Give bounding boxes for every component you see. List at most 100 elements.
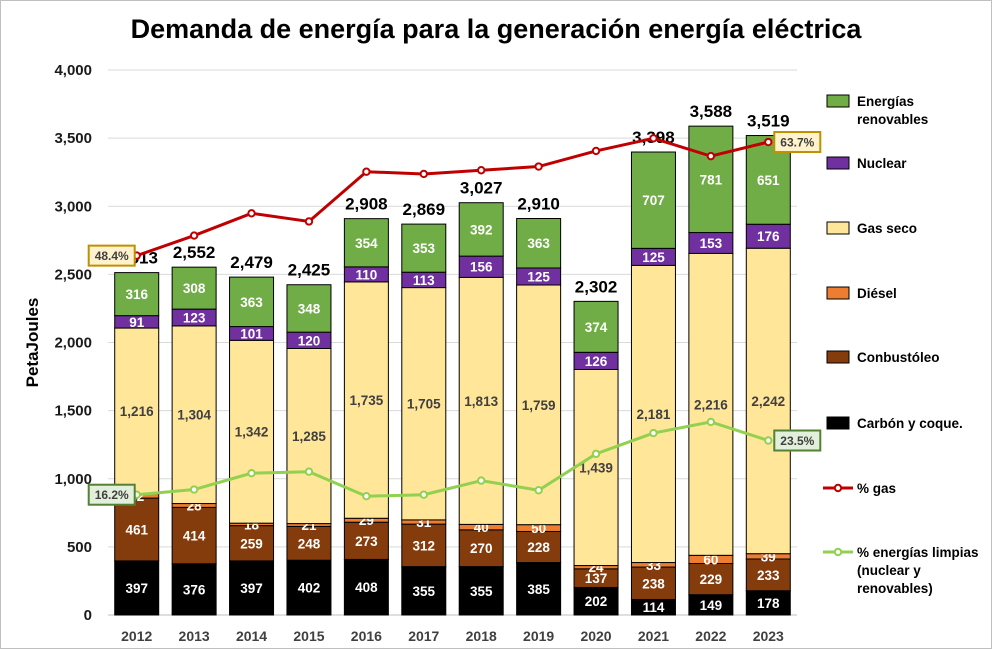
legend-label: Energías bbox=[857, 94, 914, 109]
line-point bbox=[419, 490, 428, 499]
line-point bbox=[591, 449, 601, 459]
line-point bbox=[304, 217, 314, 226]
bar-data-label: 374 bbox=[585, 320, 608, 335]
y-tick-label: 1,000 bbox=[54, 471, 92, 488]
series-line bbox=[136, 136, 769, 258]
bar-data-label: 202 bbox=[585, 594, 608, 609]
y-tick-label: 500 bbox=[67, 539, 92, 556]
bar-data-label: 270 bbox=[470, 541, 493, 556]
chart-title: Demanda de energía para la generación en… bbox=[130, 14, 862, 44]
bar-data-label: 248 bbox=[298, 536, 321, 551]
bar-data-label: 461 bbox=[125, 523, 148, 538]
legend-label: Nuclear bbox=[857, 156, 907, 171]
bar-segment bbox=[573, 300, 619, 353]
bar-segment bbox=[114, 272, 160, 317]
callout-box bbox=[87, 244, 136, 267]
y-tick-label: 4,000 bbox=[54, 62, 92, 79]
legend-label: Carbón y coque. bbox=[857, 416, 963, 431]
bar-data-label: 1,813 bbox=[464, 394, 498, 409]
y-tick-label: 3,500 bbox=[54, 130, 92, 147]
bar-data-label: 114 bbox=[643, 600, 665, 615]
bar-data-label: 2,242 bbox=[751, 394, 785, 409]
bar-data-label: 125 bbox=[642, 250, 665, 265]
bar-data-label: 392 bbox=[470, 222, 493, 237]
bar-data-label: 101 bbox=[240, 326, 263, 341]
line-point bbox=[649, 134, 658, 143]
bar-segment bbox=[229, 339, 275, 524]
line-point bbox=[362, 167, 371, 176]
bar-segment bbox=[630, 566, 676, 600]
bar-segment bbox=[688, 252, 734, 556]
bar-segment bbox=[458, 202, 504, 257]
bar-data-label: 376 bbox=[183, 582, 206, 597]
line-point bbox=[362, 491, 371, 501]
bar-data-label: 233 bbox=[757, 568, 780, 583]
bar-data-label: 1,759 bbox=[522, 398, 556, 413]
bar-total-label: 2,479 bbox=[230, 253, 273, 272]
bar-segment bbox=[458, 566, 504, 616]
bar-segment bbox=[343, 218, 389, 268]
bar-data-label: 125 bbox=[527, 269, 550, 284]
callout-box bbox=[773, 131, 822, 154]
bar-data-label: 408 bbox=[355, 580, 378, 595]
legend-marker bbox=[833, 547, 843, 557]
legend-swatch bbox=[826, 94, 850, 108]
bar-segment bbox=[401, 223, 447, 273]
line-point bbox=[706, 417, 716, 427]
bar-segment bbox=[573, 586, 619, 616]
callout-label: 16.2% bbox=[95, 488, 129, 502]
bar-segment bbox=[171, 266, 217, 310]
bar-segment bbox=[688, 562, 734, 596]
legend-label: % gas bbox=[857, 481, 896, 496]
legend-label: Diésel bbox=[857, 286, 897, 301]
bar-segment bbox=[458, 529, 504, 568]
bar-segment bbox=[286, 347, 332, 525]
line-point bbox=[247, 468, 256, 478]
bar-data-label: 228 bbox=[527, 540, 550, 555]
bar-segment bbox=[171, 325, 217, 505]
bar-total-label: 3,027 bbox=[460, 179, 503, 198]
x-tick-label: 2014 bbox=[236, 628, 267, 644]
bar-segment bbox=[745, 247, 791, 555]
legend-label: renovables bbox=[857, 112, 928, 127]
bar-data-label: 1,735 bbox=[349, 393, 383, 408]
line-point bbox=[419, 169, 428, 179]
bar-data-label: 1,439 bbox=[579, 461, 613, 476]
legend-swatch bbox=[826, 286, 850, 300]
bar-segment bbox=[688, 125, 734, 234]
x-tick-label: 2013 bbox=[179, 628, 210, 644]
bar-data-label: 176 bbox=[757, 229, 780, 244]
x-tick-label: 2023 bbox=[753, 628, 784, 644]
bar-total-label: 2,908 bbox=[345, 195, 388, 214]
bar-segment bbox=[114, 560, 160, 616]
bar-data-label: 308 bbox=[183, 281, 206, 296]
line-point bbox=[477, 476, 486, 485]
line-point bbox=[534, 162, 543, 171]
line-point bbox=[591, 146, 601, 156]
bar-segment bbox=[286, 284, 332, 333]
bar-data-label: 414 bbox=[183, 529, 206, 544]
bar-segment bbox=[516, 562, 562, 616]
series-line bbox=[136, 420, 769, 498]
bar-segment bbox=[286, 559, 332, 616]
legend-swatch bbox=[826, 350, 850, 364]
callout-box bbox=[773, 429, 822, 452]
bar-data-label: 123 bbox=[183, 310, 206, 325]
bar-data-label: 1,705 bbox=[407, 397, 441, 412]
bar-segment bbox=[401, 566, 447, 616]
bar-segment bbox=[229, 560, 275, 616]
bar-data-label: 354 bbox=[355, 236, 378, 251]
bar-segment bbox=[401, 523, 447, 568]
bar-data-label: 385 bbox=[527, 582, 550, 597]
line-point bbox=[189, 485, 199, 494]
bar-total-label: 2,869 bbox=[403, 200, 446, 219]
bar-data-label: 363 bbox=[240, 295, 263, 310]
legend-label: Conbustóleo bbox=[857, 350, 940, 365]
bar-data-label: 316 bbox=[125, 287, 148, 302]
bar-segment bbox=[516, 284, 562, 526]
bar-data-label: 113 bbox=[413, 273, 435, 288]
bar-segment bbox=[171, 563, 217, 616]
line-point bbox=[764, 436, 773, 445]
legend-label: Gas seco bbox=[857, 221, 917, 236]
callout-label: 48.4% bbox=[95, 249, 129, 263]
